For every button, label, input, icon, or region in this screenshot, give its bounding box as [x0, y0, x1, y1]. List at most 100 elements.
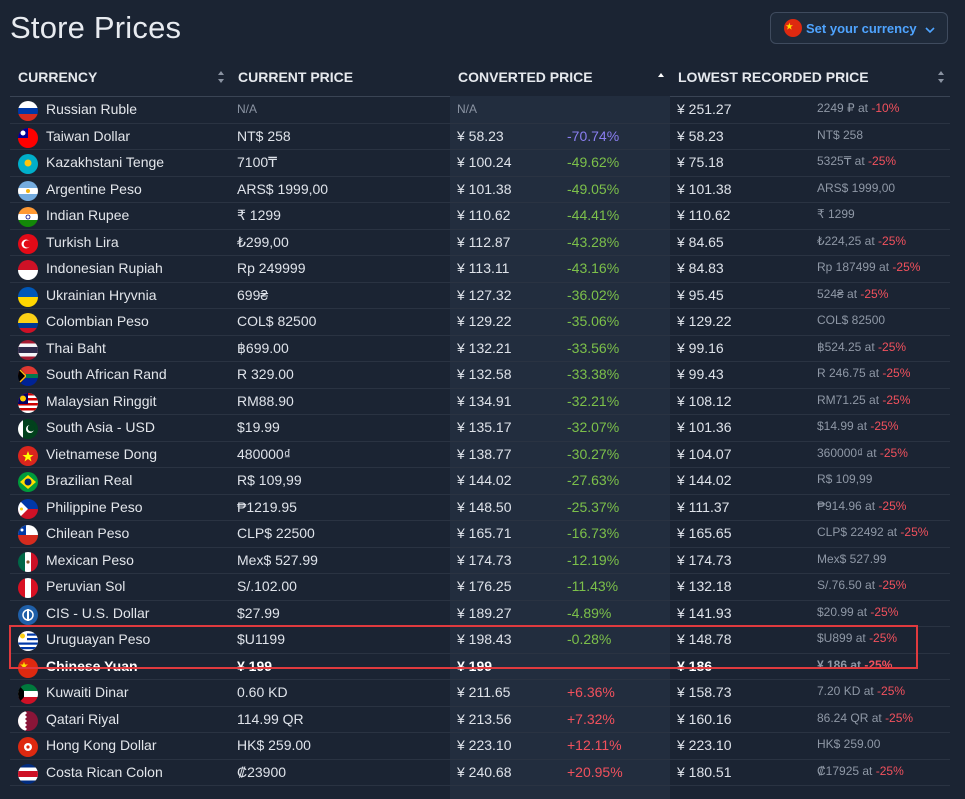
- lowest-price: ¥ 165.65: [677, 525, 732, 541]
- price-difference: -43.28%: [567, 233, 620, 250]
- current-price: 7100₸: [237, 154, 278, 170]
- converted-price: ¥ 134.91: [457, 392, 512, 409]
- table-row: Taiwan Dollar NT$ 258 ¥ 58.23 -70.74% ¥ 58.2…: [10, 124, 950, 150]
- lowest-price-detail: R 246.75 at -25%: [817, 366, 910, 380]
- currency-name: Peruvian Sol: [46, 578, 126, 594]
- price-difference: -33.38%: [567, 366, 620, 382]
- page-title: Store Prices: [10, 10, 182, 45]
- current-price: ฿699.00: [237, 339, 289, 356]
- table-row: Indonesian Rupiah Rp 249999 ¥ 113.11 -43.16…: [10, 256, 950, 283]
- price-difference: +7.32%: [567, 710, 615, 727]
- lowest-at-label: at: [852, 631, 870, 645]
- lowest-price: ¥ 111.37: [677, 498, 730, 515]
- price-difference: -11.43%: [567, 578, 619, 594]
- table-row: Malaysian Ringgit RM88.90 ¥ 134.91 -32.21% ¥…: [10, 389, 950, 415]
- lowest-original-price: $U899: [817, 631, 853, 645]
- current-price: Rp 249999: [237, 260, 306, 276]
- table-row: Ukrainian Hryvnia 699₴ ¥ 127.32 -36.02% ¥ 95…: [10, 283, 950, 309]
- lowest-price: ¥ 132.18: [677, 578, 732, 594]
- th-flag-icon: [18, 339, 38, 360]
- lowest-original-price: S/.76.50: [817, 578, 862, 592]
- kw-flag-icon: [18, 684, 38, 704]
- in-flag-icon: [18, 207, 38, 227]
- converted-price: ¥ 223.10: [457, 737, 512, 753]
- lowest-price: ¥ 95.45: [677, 286, 724, 303]
- current-price: 480000₫: [237, 445, 291, 462]
- currency-name: Philippine Peso: [46, 498, 143, 515]
- lowest-discount: -25%: [870, 419, 899, 433]
- lowest-price-detail: ₺224,25 at -25%: [817, 234, 906, 248]
- converted-price: ¥ 144.02: [457, 472, 512, 488]
- lowest-discount: -25%: [882, 392, 911, 407]
- lowest-original-price: ₹ 1299: [817, 207, 855, 221]
- lowest-price-detail: ₹ 1299: [817, 207, 855, 221]
- price-difference: -44.41%: [567, 207, 620, 223]
- lowest-discount: -10%: [871, 101, 900, 115]
- lowest-price-detail: 86.24 QR at -25%: [817, 711, 913, 725]
- currency-name: Qatari Riyal: [46, 710, 120, 727]
- lowest-original-price: 7.20 KD: [817, 684, 861, 698]
- lowest-at-label: at: [868, 710, 886, 725]
- price-difference: -43.16%: [567, 260, 620, 276]
- price-difference: +12.11%: [567, 737, 622, 753]
- table-row: Indian Rupee ₹ 1299 ¥ 110.62 -44.41% ¥ 110.6…: [10, 203, 950, 230]
- table-row: Turkish Lira ₺299,00 ¥ 112.87 -43.28% ¥ 84.6…: [10, 230, 950, 256]
- table-row: Hong Kong Dollar HK$ 259.00 ¥ 223.10 +12.11…: [10, 733, 950, 760]
- lowest-at-label: at: [853, 419, 871, 433]
- lowest-discount: -25%: [870, 604, 899, 619]
- lowest-price-detail: ₡17925 at -25%: [817, 764, 904, 778]
- current-price: 699₴: [237, 286, 269, 303]
- lowest-price-detail: 524₴ at -25%: [817, 287, 888, 301]
- lowest-original-price: R$ 109,99: [817, 472, 873, 486]
- header-lowest-price[interactable]: LOWEST RECORDED PRICE: [678, 69, 869, 85]
- current-price: Mex$ 527.99: [237, 551, 318, 568]
- table-row: Vietnamese Dong 480000₫ ¥ 138.77 -30.27% ¥ 1…: [10, 442, 950, 468]
- converted-price: ¥ 211.65: [457, 684, 511, 700]
- currency-name: Kazakhstani Tenge: [46, 154, 165, 170]
- lowest-at-label: at: [861, 498, 879, 513]
- lowest-discount: -25%: [869, 631, 898, 645]
- header-currency[interactable]: CURRENCY: [18, 69, 98, 85]
- lowest-price-detail: NT$ 258: [817, 128, 863, 142]
- lowest-price: ¥ 104.07: [677, 445, 732, 462]
- header-current-price[interactable]: CURRENT PRICE: [238, 69, 354, 85]
- currency-name: Brazilian Real: [46, 472, 133, 488]
- lowest-price: ¥ 160.16: [677, 710, 732, 727]
- lowest-discount: -25%: [892, 260, 921, 274]
- converted-price: ¥ 165.71: [457, 525, 512, 541]
- price-difference: -36.02%: [567, 286, 620, 303]
- converted-price: ¥ 138.77: [457, 445, 512, 462]
- sort-both-icon[interactable]: [217, 70, 225, 84]
- converted-price: ¥ 129.22: [457, 313, 512, 329]
- sort-ascending-icon[interactable]: [657, 70, 665, 84]
- converted-column-shade: [450, 96, 670, 799]
- lowest-price: ¥ 75.18: [677, 154, 724, 170]
- vn-flag-icon: [18, 445, 38, 466]
- lowest-price-detail: CLP$ 22492 at -25%: [817, 525, 928, 539]
- set-currency-label: Set your currency: [806, 20, 917, 36]
- lowest-discount: -25%: [868, 154, 897, 168]
- currency-name: South Asia - USD: [46, 419, 155, 435]
- currency-name: Colombian Peso: [46, 313, 149, 329]
- lowest-original-price: ₺224,25: [817, 233, 862, 248]
- price-difference: -49.62%: [567, 154, 620, 170]
- converted-price: ¥ 113.11: [457, 260, 510, 276]
- table-row: Colombian Peso COL$ 82500 ¥ 129.22 -35.06% ¥…: [10, 309, 950, 336]
- price-difference: -30.27%: [567, 445, 620, 462]
- table-row: South Asia - USD $19.99 ¥ 135.17 -32.07% ¥ 1…: [10, 415, 950, 442]
- header-converted-price[interactable]: CONVERTED PRICE: [458, 69, 593, 85]
- lowest-price: ¥ 108.12: [677, 392, 732, 409]
- table-row: CIS - U.S. Dollar $27.99 ¥ 189.27 -4.89% ¥ 1…: [10, 601, 950, 627]
- converted-price: ¥ 132.58: [457, 366, 512, 382]
- lowest-at-label: at: [851, 154, 869, 168]
- lowest-price-detail: HK$ 259.00: [817, 737, 880, 751]
- set-currency-button[interactable]: Set your currency: [770, 12, 948, 44]
- currency-name: Taiwan Dollar: [46, 127, 131, 144]
- lowest-original-price: NT$ 258: [817, 127, 864, 142]
- lowest-discount: -25%: [879, 445, 908, 460]
- lowest-price-detail: ¥ 186 at -25%: [817, 658, 892, 672]
- converted-price: ¥ 112.87: [457, 233, 511, 250]
- sort-both-icon[interactable]: [937, 70, 945, 84]
- lowest-original-price: R 246.75: [817, 366, 866, 380]
- table-row: Philippine Peso ₱1219.95 ¥ 148.50 -25.37% ¥ …: [10, 495, 950, 521]
